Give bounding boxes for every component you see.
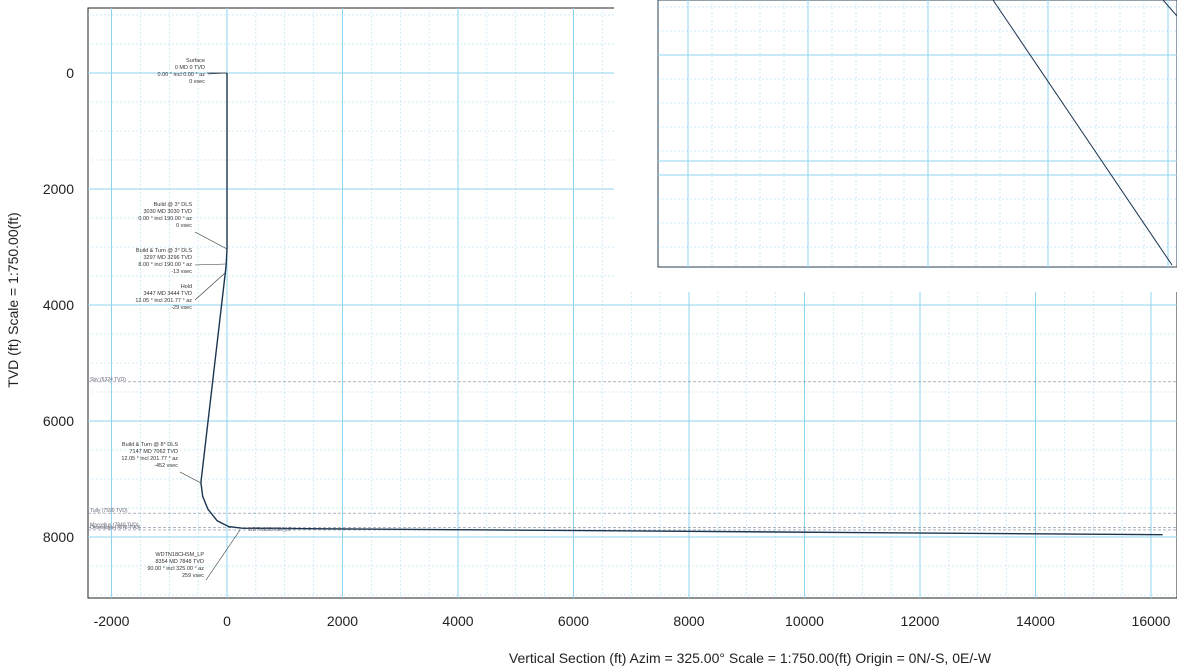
target-label: WDTN18CHSM_LP — [248, 527, 293, 533]
formation-label: Tully (7590 TVD) — [90, 508, 128, 514]
inset-trajectory-2 — [1162, 0, 1177, 17]
inset-trajectory — [992, 0, 1173, 266]
annotation-line: 8354 MD 7848 TVD — [155, 559, 204, 565]
y-tick-label: 0 — [66, 65, 74, 81]
annotation-line: -29 vsec — [171, 305, 192, 311]
annotation-line: 3030 MD 3030 TVD — [143, 209, 192, 215]
annotation-line: 0 MD 0 TVD — [175, 65, 205, 71]
inset-frame — [657, 0, 1177, 268]
annotation-line: 3447 MD 3444 TVD — [143, 291, 192, 297]
annotation-leader — [194, 272, 226, 301]
x-tick-label: 10000 — [785, 613, 824, 629]
annotation-line: WDTN18CHSM_LP — [155, 552, 204, 558]
annotation-line: 259 vsec — [182, 573, 204, 579]
annotation-line: Build & Turn @ 8° DLS — [122, 442, 178, 448]
inset-panel — [614, 0, 1177, 292]
x-tick-label: 16000 — [1132, 613, 1171, 629]
x-tick-label: 0 — [223, 613, 231, 629]
x-tick-label: 12000 — [901, 613, 940, 629]
x-tick-label: 2000 — [327, 613, 358, 629]
formation-label: Onondaga (7878 TVD) — [90, 525, 141, 531]
y-tick-label: 4000 — [43, 297, 74, 313]
x-tick-label: 4000 — [442, 613, 473, 629]
annotation-line: 0.00 ° incl 0.00 ° az — [157, 72, 205, 78]
annotation-leader — [194, 231, 228, 250]
annotation-line: 0 vsec — [176, 223, 192, 229]
x-tick-label: 6000 — [558, 613, 589, 629]
y-tick-label: 8000 — [43, 529, 74, 545]
annotation-leader — [179, 471, 202, 484]
y-axis-title: TVD (ft) Scale = 1:750.00(ft) — [5, 212, 21, 387]
annotation-line: 12.05 ° incl 201.77 ° az — [121, 456, 178, 462]
y-tick-label: 6000 — [43, 413, 74, 429]
annotation-leader — [205, 529, 241, 581]
annotation-line: 12.05 ° incl 201.77 ° az — [135, 298, 192, 304]
series-line — [200, 73, 1163, 536]
annotation-line: Build & Turn @ 3° DLS — [136, 248, 192, 254]
annotation-line: 0.00 ° incl 190.00 ° az — [138, 216, 192, 222]
formation-label: Marcellus (7840 TVD) — [90, 523, 139, 529]
annotation-line: Build @ 3° DLS — [154, 202, 193, 208]
annotation-line: -452 vsec — [154, 463, 178, 469]
annotation-line: -13 vsec — [171, 269, 192, 275]
annotation-line: 8.00 ° incl 190.00 ° az — [138, 262, 192, 268]
annotation-leader — [207, 72, 228, 75]
x-tick-label: -2000 — [94, 613, 130, 629]
formation-markers: Sby (5324 TVD) Tully (7590 TVD) Marcellus … — [88, 377, 1177, 531]
x-tick-label: 8000 — [673, 613, 704, 629]
annotation-line: Surface — [186, 58, 205, 64]
annotation-leader — [194, 263, 227, 266]
annotation-line: 90.00 ° incl 325.00 ° az — [147, 566, 204, 572]
annotation-line: 0 vsec — [189, 79, 205, 85]
annotation-line: 3297 MD 3296 TVD — [143, 255, 192, 261]
inset-grid — [657, 0, 1177, 268]
x-tick-label: 14000 — [1016, 613, 1055, 629]
tick-labels: -2000 0 2000 4000 6000 8000 10000 12000 14000 160… — [43, 65, 1171, 629]
formation-label: Sby (5324 TVD) — [90, 377, 126, 383]
x-axis-title: Vertical Section (ft) Azim = 325.00° Sca… — [509, 650, 992, 666]
annotation-line: 7147 MD 7062 TVD — [129, 449, 178, 455]
annotation-line: Hold — [181, 284, 192, 290]
y-tick-label: 2000 — [43, 181, 74, 197]
